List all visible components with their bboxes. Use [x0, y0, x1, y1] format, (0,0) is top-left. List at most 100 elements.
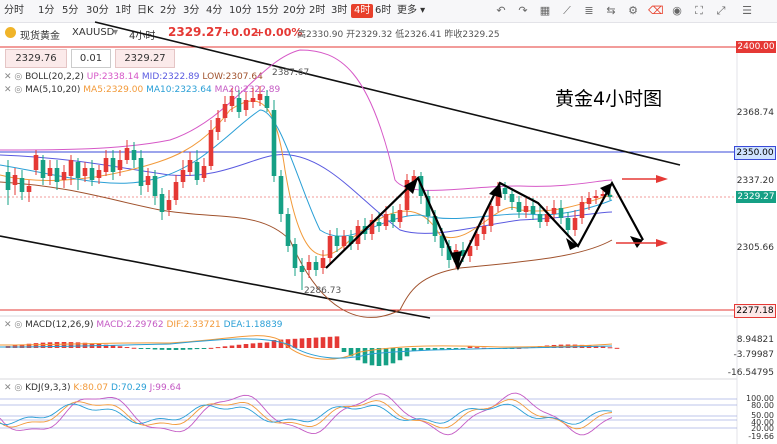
buy-price-button[interactable]: 2329.27	[115, 49, 175, 68]
candle-body	[110, 158, 116, 172]
gear-icon[interactable]: ✕ ◎	[4, 383, 26, 393]
candle-body	[215, 118, 221, 132]
candlestick-series[interactable]	[5, 86, 613, 290]
boll-label[interactable]: BOLL(20,2,2)	[25, 72, 84, 82]
candle-body	[509, 194, 515, 202]
macd-dif-line	[0, 335, 613, 360]
support-tag[interactable]: 2277.18	[734, 304, 776, 318]
candle-body	[299, 266, 305, 272]
kdj-k-line	[0, 399, 613, 430]
candle-body	[383, 214, 389, 226]
candle-body	[488, 206, 494, 226]
redo-icon[interactable]: ↷	[518, 4, 528, 17]
macd-bar	[138, 348, 144, 349]
eraser-icon[interactable]: ⌫	[648, 4, 664, 17]
candle-body	[544, 214, 550, 222]
gear-icon[interactable]: ✕ ◎	[4, 85, 26, 95]
tf-15min[interactable]: 15分	[256, 5, 279, 16]
fullscreen-icon[interactable]: ⛶	[695, 4, 703, 17]
candle-body	[194, 162, 200, 180]
candle-body	[271, 110, 277, 176]
candle-body	[61, 172, 67, 180]
menu-icon[interactable]: ☰	[742, 4, 752, 17]
gear-icon[interactable]: ✕ ◎	[4, 320, 26, 330]
candle-body	[89, 168, 95, 180]
tf-20min[interactable]: 20分	[283, 5, 306, 16]
layout-icon[interactable]: ▦	[539, 4, 551, 17]
candle-body	[502, 188, 508, 194]
undo-icon[interactable]: ↶	[496, 4, 506, 17]
macd-label[interactable]: MACD(12,26,9)	[25, 320, 94, 330]
candle-body	[481, 226, 487, 234]
macd-bar	[145, 348, 151, 350]
tf-5min[interactable]: 5分	[62, 5, 79, 16]
more-dropdown[interactable]: 更多 ▾	[397, 4, 425, 18]
tf-3h[interactable]: 3时	[331, 5, 348, 16]
arrow-head	[630, 236, 643, 248]
quantity-input[interactable]: 0.01	[71, 49, 111, 68]
channel-upper-line[interactable]	[94, 21, 681, 166]
tf-10min[interactable]: 10分	[229, 5, 252, 16]
expand-icon[interactable]: ⤢	[716, 4, 726, 17]
candle-body	[68, 160, 74, 176]
candle-body	[180, 170, 186, 182]
macd-bar	[215, 347, 221, 349]
settings-icon[interactable]: ⚙	[628, 4, 638, 17]
camera-icon[interactable]: ◉	[672, 4, 682, 17]
candle-body	[593, 196, 599, 198]
macd-bar	[327, 336, 333, 348]
macd-axis-label: -16.54795	[727, 368, 774, 378]
tf-4min[interactable]: 4分	[206, 5, 223, 16]
resistance-tag[interactable]: 2350.00	[734, 146, 776, 160]
macd-bar	[40, 342, 46, 348]
symbol-name[interactable]: 现货黄金	[20, 31, 60, 42]
tf-2min[interactable]: 2分	[160, 5, 177, 16]
tf-4h[interactable]: 4时	[351, 4, 374, 18]
macd-histogram[interactable]	[5, 336, 620, 366]
macd-bar	[110, 345, 116, 348]
macd-bar	[411, 348, 417, 351]
symbol-code[interactable]: XAUUSD	[72, 27, 115, 38]
gear-icon[interactable]: ✕ ◎	[4, 72, 26, 82]
indicator-icon[interactable]: ≣	[584, 4, 594, 17]
top-price-tag: 2400.00	[736, 41, 776, 53]
tf-1min[interactable]: 1分	[38, 5, 55, 16]
kdj-axis-label: 100.00	[746, 394, 774, 403]
candle-body	[551, 208, 557, 214]
tf-fenshi[interactable]: 分时	[4, 5, 24, 16]
gold-icon	[5, 27, 16, 38]
boll-mid: MID:2322.89	[141, 72, 200, 82]
candle-body	[229, 96, 235, 106]
candle-body	[467, 246, 473, 256]
price-axis-label: 2305.66	[736, 243, 774, 253]
macd-bar	[460, 348, 466, 349]
draw-icon[interactable]: ⟋	[563, 4, 571, 17]
tf-30min[interactable]: 30分	[86, 5, 109, 16]
macd-bar	[313, 337, 319, 348]
chevron-down-icon[interactable]: ▾	[113, 27, 119, 38]
kdj-label[interactable]: KDJ(9,3,3)	[25, 383, 71, 393]
candle-body	[5, 172, 11, 190]
tf-daily[interactable]: 日K	[137, 5, 154, 16]
tf-6h[interactable]: 6时	[375, 5, 392, 16]
compare-icon[interactable]: ⇆	[606, 4, 616, 17]
macd-bar	[397, 348, 403, 361]
macd-bar	[222, 346, 228, 348]
candle-body	[33, 155, 39, 170]
tf-2h[interactable]: 2时	[309, 5, 326, 16]
candle-body	[439, 236, 445, 248]
arrow-head	[404, 178, 418, 194]
macd-bar	[593, 345, 599, 348]
macd-bar	[355, 348, 361, 361]
ma-label[interactable]: MA(5,10,20)	[25, 85, 81, 95]
tf-1h[interactable]: 1时	[115, 5, 132, 16]
interval-label[interactable]: 4小时	[129, 31, 156, 42]
macd-bar	[257, 342, 263, 348]
macd-bar	[19, 344, 25, 348]
channel-lower-line[interactable]	[0, 235, 431, 319]
tf-3min[interactable]: 3分	[183, 5, 200, 16]
sell-price-button[interactable]: 2329.76	[5, 49, 67, 68]
kdj-d-line	[0, 403, 613, 425]
candle-body	[159, 194, 165, 212]
